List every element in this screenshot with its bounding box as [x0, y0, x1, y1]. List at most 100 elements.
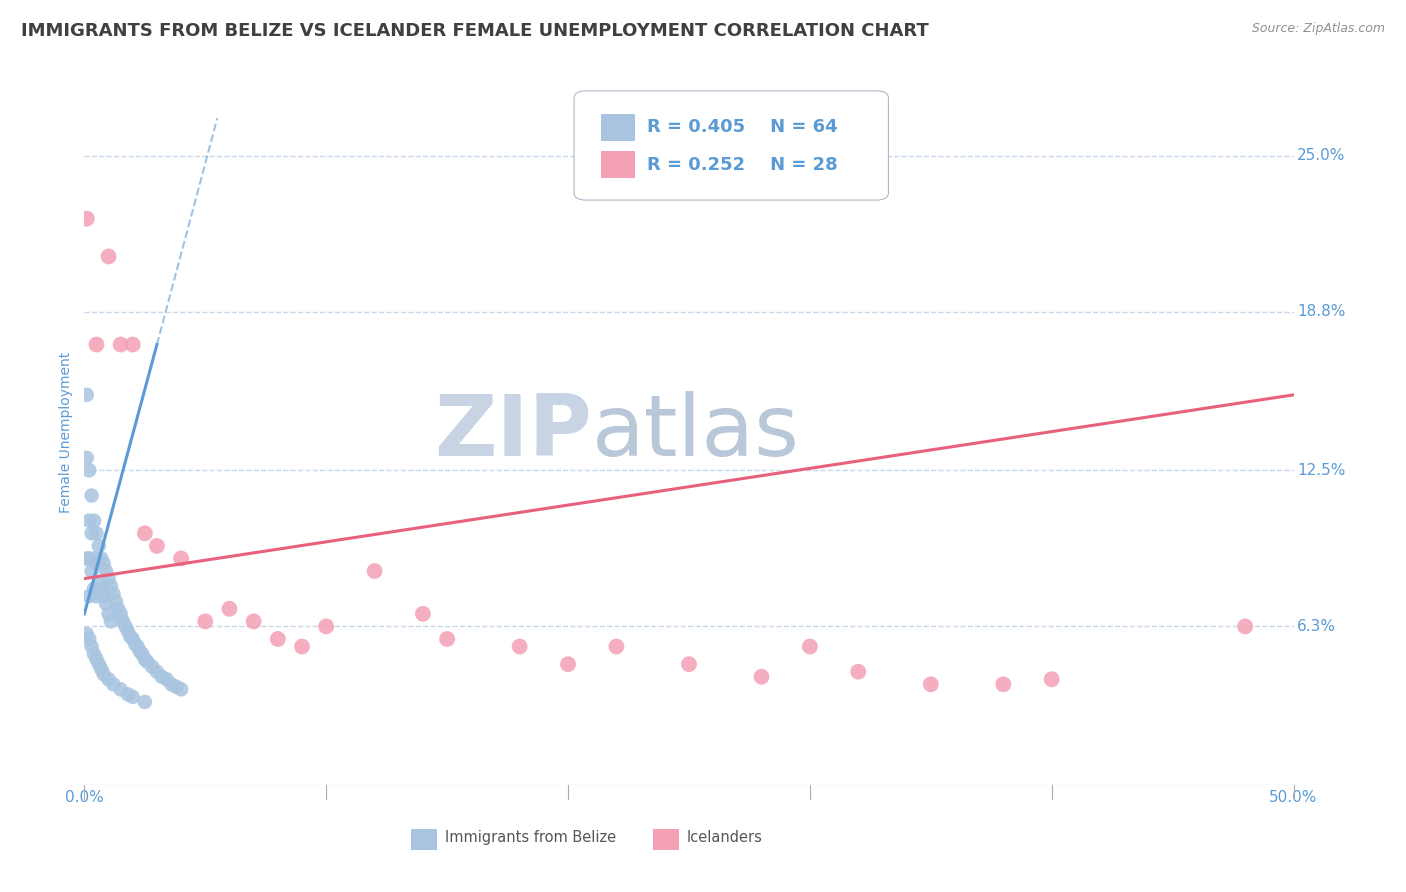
Point	[218, 601, 240, 615]
Point	[90, 551, 112, 566]
Point	[134, 526, 156, 541]
Point	[77, 551, 100, 566]
Point	[165, 680, 187, 694]
Point	[150, 670, 173, 684]
Point	[121, 632, 143, 646]
Text: 6.3%: 6.3%	[1298, 619, 1336, 634]
Text: ZIP: ZIP	[434, 391, 592, 475]
Point	[678, 657, 700, 672]
Bar	[652, 830, 679, 850]
Point	[110, 607, 132, 621]
Point	[77, 632, 100, 646]
Text: R = 0.252    N = 28: R = 0.252 N = 28	[647, 156, 838, 174]
Point	[136, 655, 159, 669]
Point	[605, 640, 627, 654]
Point	[315, 619, 337, 633]
Point	[83, 647, 105, 661]
Point	[146, 539, 169, 553]
Y-axis label: Female Unemployment: Female Unemployment	[59, 352, 73, 513]
Point	[77, 589, 100, 603]
Point	[107, 601, 129, 615]
Point	[76, 450, 98, 465]
Point	[291, 640, 314, 654]
Point	[76, 388, 98, 402]
Point	[77, 463, 100, 477]
Point	[155, 673, 177, 687]
Point	[121, 690, 143, 704]
Point	[77, 514, 100, 528]
Point	[86, 337, 108, 351]
Point	[76, 551, 98, 566]
Point	[100, 615, 122, 629]
Point	[80, 640, 103, 654]
Point	[129, 644, 152, 658]
Point	[134, 652, 156, 666]
Point	[170, 551, 193, 566]
Point	[846, 665, 869, 679]
Text: R = 0.405    N = 64: R = 0.405 N = 64	[647, 119, 837, 136]
Bar	[600, 152, 634, 178]
Point	[131, 647, 153, 661]
Point	[146, 665, 169, 679]
Point	[412, 607, 434, 621]
Point	[557, 657, 579, 672]
Point	[80, 564, 103, 578]
Point	[110, 682, 132, 697]
Point	[86, 652, 108, 666]
Point	[94, 564, 117, 578]
Point	[86, 526, 108, 541]
Point	[267, 632, 290, 646]
Point	[97, 572, 120, 586]
Point	[100, 579, 122, 593]
Point	[141, 659, 163, 673]
Point	[104, 594, 127, 608]
Point	[1040, 673, 1063, 687]
Text: 12.5%: 12.5%	[1298, 463, 1346, 478]
Text: atlas: atlas	[592, 391, 800, 475]
Point	[920, 677, 942, 691]
Text: Immigrants from Belize: Immigrants from Belize	[444, 830, 616, 845]
Point	[121, 337, 143, 351]
Point	[112, 615, 135, 629]
Point	[751, 670, 773, 684]
Point	[80, 526, 103, 541]
Text: 25.0%: 25.0%	[1298, 148, 1346, 163]
Point	[87, 539, 110, 553]
Point	[124, 637, 146, 651]
Point	[127, 640, 149, 654]
Point	[1234, 619, 1257, 633]
Point	[93, 667, 115, 681]
Point	[76, 211, 98, 226]
Point	[120, 630, 142, 644]
Point	[799, 640, 821, 654]
Point	[242, 615, 264, 629]
Point	[83, 551, 105, 566]
Point	[993, 677, 1015, 691]
Point	[90, 582, 112, 596]
Point	[194, 615, 217, 629]
Point	[436, 632, 458, 646]
Point	[94, 597, 117, 611]
Point	[83, 514, 105, 528]
Point	[83, 582, 105, 596]
Point	[86, 557, 108, 571]
Point	[160, 677, 183, 691]
Point	[86, 589, 108, 603]
Point	[103, 677, 125, 691]
Point	[170, 682, 193, 697]
Point	[97, 673, 120, 687]
Point	[76, 627, 98, 641]
Point	[87, 657, 110, 672]
Point	[97, 250, 120, 264]
Point	[80, 489, 103, 503]
Point	[117, 624, 139, 639]
Bar	[411, 830, 437, 850]
Point	[93, 589, 115, 603]
Point	[509, 640, 531, 654]
Text: IMMIGRANTS FROM BELIZE VS ICELANDER FEMALE UNEMPLOYMENT CORRELATION CHART: IMMIGRANTS FROM BELIZE VS ICELANDER FEMA…	[21, 22, 929, 40]
Point	[103, 587, 125, 601]
Text: Source: ZipAtlas.com: Source: ZipAtlas.com	[1251, 22, 1385, 36]
Point	[114, 619, 136, 633]
Point	[363, 564, 385, 578]
Point	[117, 687, 139, 701]
